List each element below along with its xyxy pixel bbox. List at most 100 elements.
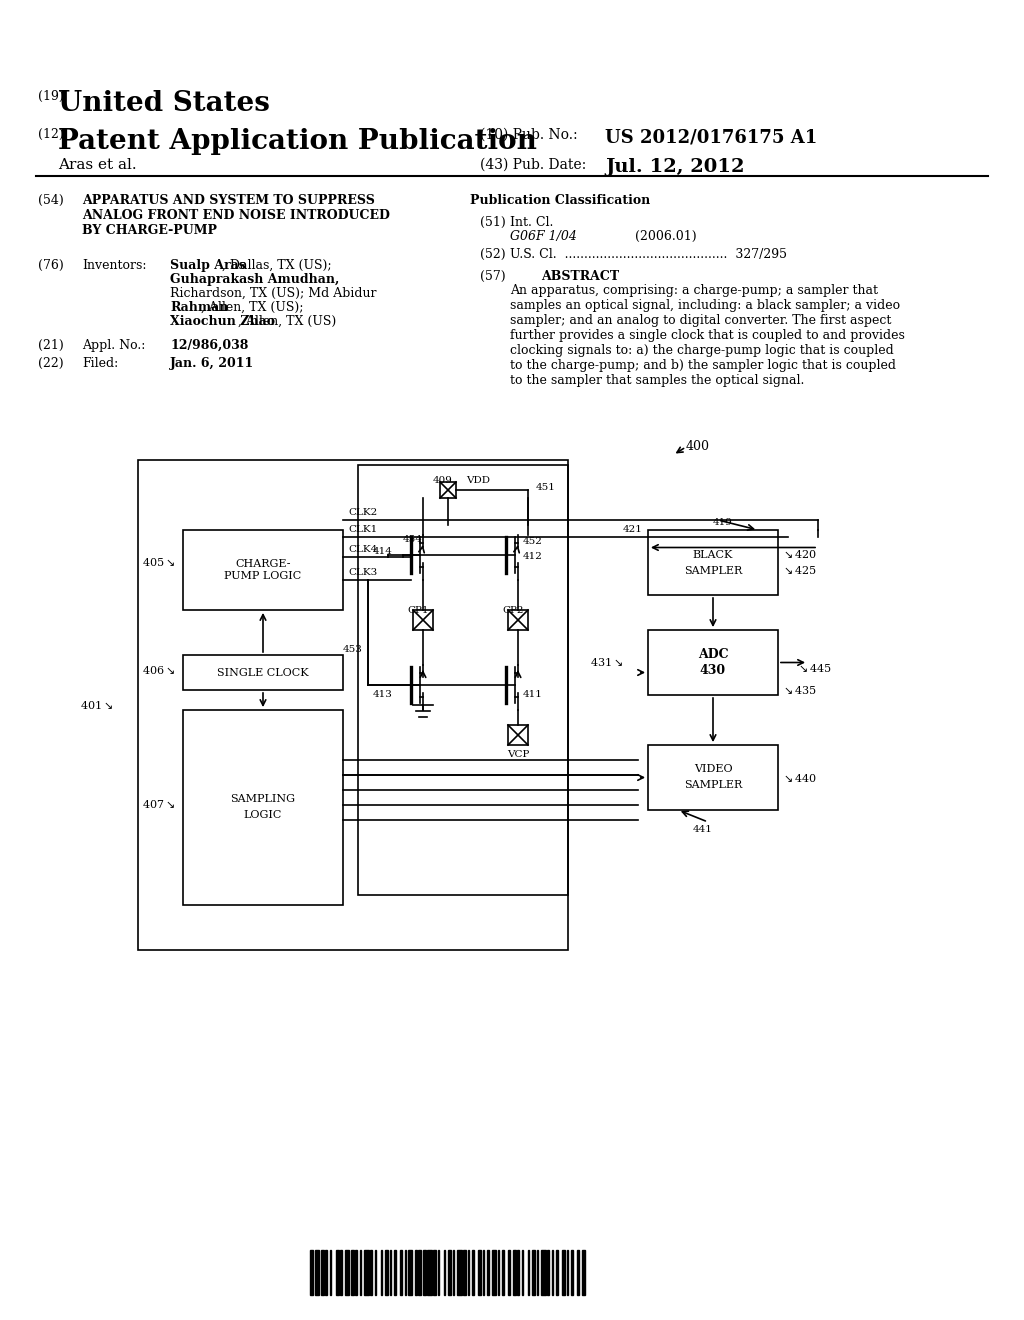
Text: CP1: CP1 [408,606,429,615]
Bar [562,1250,565,1295]
Bar [449,1250,451,1295]
Bar [310,1250,313,1295]
Bar [502,1250,504,1295]
Text: (51): (51) [480,216,506,228]
Bar [325,1250,327,1295]
Bar [508,725,528,744]
Text: CLK2: CLK2 [348,508,377,517]
Bar [508,610,528,630]
Text: $\searrow$435: $\searrow$435 [781,684,817,696]
Bar [330,1250,331,1295]
Text: 413: 413 [373,690,393,700]
Text: , Allen, TX (US);: , Allen, TX (US); [201,301,304,314]
Text: Guhaprakash Amudhan,: Guhaprakash Amudhan, [170,273,339,286]
Bar [359,1250,361,1295]
Bar [648,531,778,595]
Bar [370,1250,372,1295]
Text: Sualp Aras: Sualp Aras [170,259,246,272]
Bar [183,710,343,906]
Bar [375,1250,376,1295]
Bar [358,465,568,895]
Bar [314,1250,319,1295]
Bar [404,1250,406,1295]
Text: VDD: VDD [466,477,490,484]
Text: U.S. Cl.  ..........................................  327/295: U.S. Cl. ...............................… [510,248,787,261]
Text: PUMP LOGIC: PUMP LOGIC [224,572,302,581]
Text: SAMPLER: SAMPLER [684,780,742,791]
Bar [537,1250,538,1295]
Bar [512,1250,515,1295]
Bar [408,1250,412,1295]
Text: Appl. No.:: Appl. No.: [82,339,145,352]
Text: 451: 451 [536,483,556,491]
Text: Filed:: Filed: [82,356,118,370]
Bar [552,1250,553,1295]
Text: CLK3: CLK3 [348,568,377,577]
Text: 419: 419 [713,517,733,527]
Text: CLK4: CLK4 [348,545,377,554]
Text: 430: 430 [700,664,726,677]
Bar [541,1250,546,1295]
Text: 412: 412 [523,552,543,561]
Text: , Allen, TX (US): , Allen, TX (US) [238,315,336,327]
Bar [427,1250,431,1295]
Text: G06F 1/04: G06F 1/04 [510,230,577,243]
Bar [577,1250,579,1295]
Bar [440,482,456,498]
Text: 401$\searrow$: 401$\searrow$ [80,700,113,711]
Text: 431$\searrow$: 431$\searrow$ [590,656,623,668]
Bar [138,459,568,950]
Text: 409: 409 [433,477,453,484]
Bar [556,1250,557,1295]
Bar [517,1250,518,1295]
Bar [487,1250,488,1295]
Text: (19): (19) [38,90,63,103]
Bar [468,1250,469,1295]
Text: 407$\searrow$: 407$\searrow$ [141,799,175,810]
Text: 453: 453 [343,645,362,653]
Text: (10) Pub. No.:: (10) Pub. No.: [480,128,578,143]
Text: , Dallas, TX (US);: , Dallas, TX (US); [222,259,332,272]
Text: (43) Pub. Date:: (43) Pub. Date: [480,158,587,172]
Bar [418,1250,421,1295]
Bar [648,744,778,810]
Text: SINGLE CLOCK: SINGLE CLOCK [217,668,309,677]
Text: (54): (54) [38,194,63,207]
Bar [478,1250,481,1295]
Bar [381,1250,382,1295]
Bar [415,1250,417,1295]
Text: Jan. 6, 2011: Jan. 6, 2011 [170,356,254,370]
Bar [521,1250,523,1295]
Text: ADC: ADC [697,648,728,661]
Text: Xiaochun Zhao: Xiaochun Zhao [170,315,275,327]
Text: Jul. 12, 2012: Jul. 12, 2012 [605,158,744,176]
Bar [394,1250,395,1295]
Text: Publication Classification: Publication Classification [470,194,650,207]
Text: (57): (57) [480,271,506,282]
Text: CLK1: CLK1 [348,525,377,535]
Text: 405$\searrow$: 405$\searrow$ [141,556,175,568]
Text: ABSTRACT: ABSTRACT [541,271,620,282]
Bar [340,1250,341,1295]
Bar [321,1250,324,1295]
Text: (76): (76) [38,259,63,272]
Bar [648,630,778,696]
Bar [532,1250,535,1295]
Bar [355,1250,356,1295]
Text: 441: 441 [693,825,713,834]
Bar [582,1250,585,1295]
Bar [437,1250,439,1295]
Text: $\searrow$445: $\searrow$445 [796,661,833,673]
Text: Inventors:: Inventors: [82,259,146,272]
Text: $\searrow$420: $\searrow$420 [781,549,817,561]
Bar [498,1250,499,1295]
Text: US 2012/0176175 A1: US 2012/0176175 A1 [605,128,817,147]
Text: 406$\searrow$: 406$\searrow$ [141,664,175,676]
Text: 452: 452 [523,537,543,546]
Bar [492,1250,496,1295]
Text: (52): (52) [480,248,506,261]
Text: Int. Cl.: Int. Cl. [510,216,553,228]
Bar [508,1250,510,1295]
Bar [453,1250,454,1295]
Bar [183,531,343,610]
